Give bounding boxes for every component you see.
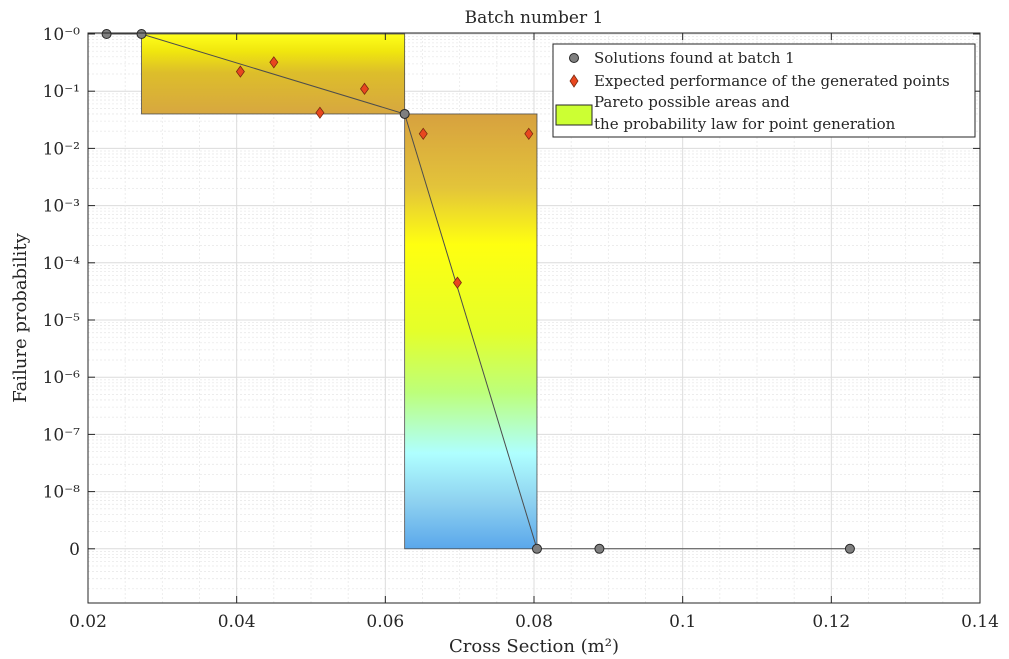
legend: Solutions found at batch 1 Expected perf…	[552, 43, 976, 138]
x-tick-label: 0.02	[69, 612, 107, 632]
chart-title: Batch number 1	[465, 8, 604, 28]
expected-point	[360, 82, 370, 96]
y-tick-label: 10⁻¹	[43, 82, 80, 102]
y-tick-label: 10⁻⁵	[43, 311, 81, 331]
front-line-segment	[141, 33, 405, 115]
y-tick-label: 10⁻⁴	[43, 254, 81, 274]
x-tick-label: 0.08	[515, 612, 553, 632]
x-tick-labels: 0.02 0.04 0.06 0.08 0.1 0.12 0.14	[69, 612, 999, 632]
y-tick-label: 0	[69, 540, 80, 560]
x-tick-label: 0.04	[218, 612, 256, 632]
y-tick-labels: 10⁻⁰ 10⁻¹ 10⁻² 10⁻³ 10⁻⁴ 10⁻⁵ 10⁻⁶ 10⁻⁷ 10⁻⁸ 0	[43, 25, 81, 560]
expected-point	[235, 65, 245, 78]
legend-label-areas-line1: Pareto possible areas and	[594, 93, 790, 111]
legend-swatch-areas	[555, 104, 593, 126]
solution-point	[531, 543, 542, 554]
y-tick-label: 10⁻³	[43, 197, 80, 217]
y-axis-title: Failure probability	[10, 232, 31, 402]
expected-point	[524, 127, 534, 140]
solution-point	[844, 543, 855, 554]
front-line-segment	[404, 113, 538, 549]
expected-point	[418, 127, 428, 140]
y-tick-label: 10⁻²	[43, 139, 80, 159]
legend-label-areas-line2: the probability law for point generation	[594, 115, 896, 133]
legend-label-solutions: Solutions found at batch 1	[594, 49, 795, 67]
x-tick-label: 0.1	[669, 612, 696, 632]
expected-point	[315, 106, 325, 119]
solution-point	[399, 108, 410, 119]
x-tick-label: 0.06	[366, 612, 404, 632]
legend-box	[552, 43, 976, 138]
front-lines	[106, 33, 850, 550]
legend-label-expected: Expected performance of the generated po…	[594, 72, 950, 90]
x-axis-title: Cross Section (m²)	[449, 636, 619, 657]
y-tick-label: 10⁻⁶	[43, 368, 81, 388]
y-tick-label: 10⁻⁸	[43, 483, 81, 503]
x-tick-label: 0.12	[812, 612, 850, 632]
expected-point	[452, 276, 462, 289]
legend-marker-solutions	[569, 53, 579, 63]
expected-point	[269, 56, 279, 69]
legend-marker-expected	[569, 74, 579, 88]
solution-point	[594, 543, 605, 554]
solution-point	[101, 29, 112, 39]
y-tick-label: 10⁻⁷	[43, 425, 81, 445]
ticks	[87, 33, 981, 603]
x-tick-label: 0.14	[961, 612, 999, 632]
solution-point	[136, 29, 147, 39]
y-tick-label: 10⁻⁰	[43, 25, 81, 45]
markers	[101, 29, 855, 554]
